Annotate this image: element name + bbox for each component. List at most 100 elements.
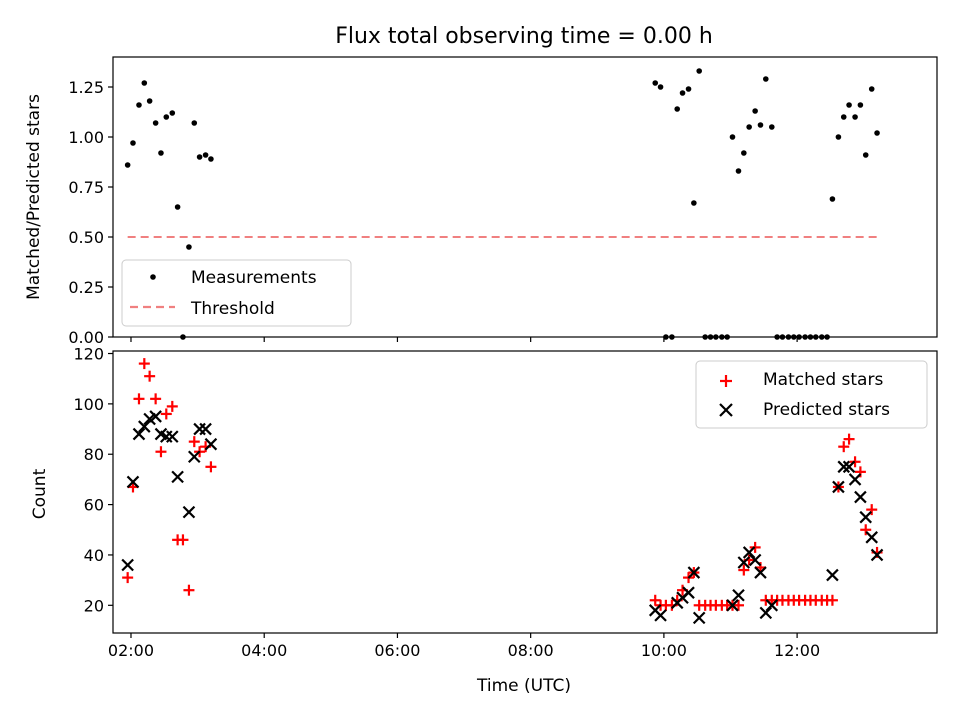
measurements-point (152, 120, 159, 126)
xtick-label: 04:00 (241, 641, 287, 660)
matched-stars-point (177, 534, 189, 546)
bottom-plot-area (121, 358, 884, 625)
matched-stars-point (122, 572, 134, 584)
predicted-stars-point (138, 420, 151, 433)
matched-stars-point (649, 594, 661, 606)
measurements-point (729, 134, 736, 140)
measurements-point (146, 98, 153, 104)
measurements-point (829, 196, 836, 202)
bottom-y-axis-label: Count (30, 468, 50, 519)
top-ytick-label: 0.75 (68, 178, 104, 197)
measurements-point (685, 86, 692, 92)
measurements-point (752, 108, 758, 114)
measurements-point (174, 204, 181, 210)
predicted-stars-point (826, 568, 839, 582)
matched-stars-point (854, 466, 866, 478)
matched-stars-point (860, 524, 872, 536)
predicted-stars-point (171, 470, 184, 484)
predicted-stars-point (832, 480, 845, 494)
predicted-stars-point (726, 599, 739, 612)
measurements-point (652, 80, 659, 86)
measurements-point (874, 130, 880, 136)
measurements-point (840, 114, 847, 120)
predicted-stars-point (199, 422, 212, 436)
measurements-point (202, 152, 209, 158)
measurements-point (679, 90, 686, 96)
measurements-point (169, 110, 176, 116)
measurements-point (130, 140, 136, 146)
matched-stars-point (838, 441, 850, 453)
xtick-label: 12:00 (774, 641, 820, 660)
predicted-stars-point (193, 422, 206, 436)
measurements-point (857, 102, 864, 108)
top-ytick-label: 0.25 (68, 278, 104, 297)
predicted-stars-point (842, 460, 856, 474)
bottom-panel: Count 20 40 60 80 100 120 02:00 04:00 06:00 08:00… (30, 345, 938, 696)
matched-stars-point (144, 370, 156, 382)
measurements-point (735, 168, 742, 174)
measurements-point (124, 162, 131, 168)
bottom-ytick-label: 40 (84, 546, 104, 565)
predicted-stars-point (742, 546, 756, 559)
measurements-point (741, 150, 747, 156)
predicted-stars-point (848, 473, 862, 486)
predicted-stars-point (121, 558, 134, 572)
measurements-point (208, 156, 214, 162)
predicted-stars-point (754, 566, 767, 579)
measurements-point (191, 120, 198, 126)
top-legend-box (121, 259, 352, 327)
matched-stars-point (738, 564, 750, 576)
measurements-point (141, 80, 148, 86)
predicted-stars-point (759, 606, 773, 620)
legend-label-predicted-stars: Predicted stars (763, 400, 890, 420)
chart-title: Flux total observing time = 0.00 h (335, 24, 713, 49)
matched-stars-point (138, 358, 150, 370)
measurements-point (846, 102, 852, 108)
predicted-stars-point (765, 599, 779, 612)
top-axis-ticks: 0.00 0.25 0.50 0.75 1.00 1.25 (68, 78, 798, 347)
top-ytick-label: 0.50 (68, 228, 104, 247)
bottom-ytick-label: 120 (73, 345, 104, 364)
xtick-label: 06:00 (374, 641, 420, 660)
matched-stars-point (849, 456, 861, 468)
measurements-point (186, 244, 192, 250)
predicted-stars-point (732, 588, 745, 602)
matched-stars-point (155, 446, 167, 458)
top-y-axis-label: Matched/Predicted stars (24, 94, 44, 300)
top-ytick-label: 0.00 (68, 328, 104, 347)
legend-label-matched-stars: Matched stars (763, 370, 883, 390)
matched-stars-point (732, 599, 744, 611)
measurements-point (835, 134, 842, 140)
top-ytick-label: 1.25 (68, 78, 104, 97)
bottom-ytick-label: 20 (84, 596, 104, 615)
legend-label-threshold: Threshold (190, 299, 275, 319)
top-legend: Measurements Threshold (121, 259, 352, 327)
top-ytick-label: 1.00 (68, 128, 104, 147)
bottom-axis-ticks: 20 40 60 80 100 120 02:00 04:00 06:00 08:00 10:00 1… (73, 345, 820, 660)
legend-marker-matched-stars (720, 375, 732, 387)
legend-label-measurements: Measurements (191, 268, 317, 288)
predicted-stars-point (682, 586, 695, 599)
xtick-label: 02:00 (108, 641, 154, 660)
xtick-label: 08:00 (508, 641, 554, 660)
matched-stars-point (183, 584, 195, 596)
measurements-point (852, 114, 858, 120)
measurements-point (868, 86, 875, 92)
matched-stars-point (150, 393, 162, 405)
predicted-stars-point (166, 430, 179, 443)
legend-marker-predicted-stars (719, 403, 733, 417)
predicted-stars-point (204, 437, 218, 451)
x-axis-label: Time (UTC) (476, 676, 571, 696)
predicted-stars-point (187, 450, 201, 464)
matched-stars-point (826, 594, 838, 606)
measurements-point (769, 124, 775, 130)
measurements-point (158, 150, 164, 156)
measurements-point (196, 154, 203, 160)
predicted-stars-point (865, 531, 878, 544)
matched-stars-point (843, 433, 855, 445)
bottom-ytick-label: 60 (84, 496, 104, 515)
predicted-stars-point (182, 505, 196, 519)
bottom-legend-box (695, 360, 928, 429)
predicted-stars-point (870, 548, 884, 562)
